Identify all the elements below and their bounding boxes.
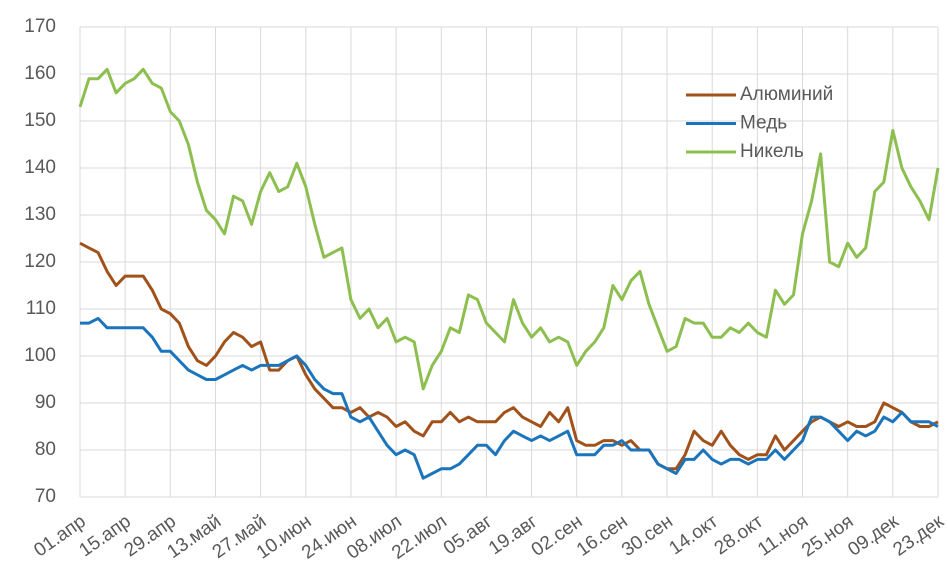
legend-label: Никель: [740, 141, 804, 162]
y-tick-label: 70: [35, 486, 56, 507]
x-tick-label: 16.сен: [573, 511, 632, 561]
y-tick-label: 160: [24, 63, 56, 84]
x-tick-label: 09.дек: [844, 511, 903, 561]
y-tick-label: 80: [35, 439, 56, 460]
y-tick-label: 140: [24, 157, 56, 178]
x-tick-label: 02.сен: [528, 511, 587, 561]
series-line: [78, 67, 940, 391]
x-tick-label: 30.сен: [618, 511, 677, 561]
y-tick-label: 100: [24, 345, 56, 366]
y-tick-label: 150: [24, 110, 56, 131]
y-tick-label: 130: [24, 204, 56, 225]
y-tick-label: 110: [26, 298, 56, 319]
series-line: [80, 316, 939, 480]
legend-label: Медь: [740, 113, 787, 134]
y-tick-label: 90: [35, 392, 56, 413]
x-tick-label: 23.дек: [890, 511, 948, 561]
series-line: [79, 241, 939, 471]
x-tick-label: 28.окт: [711, 511, 768, 559]
x-tick-label: 01.апр: [30, 511, 89, 561]
y-tick-label: 170: [24, 16, 56, 37]
x-tick-label: 15.апр: [75, 511, 134, 561]
x-tick-label: 14.окт: [665, 511, 722, 559]
x-tick-label: 05.авг: [440, 511, 496, 559]
x-tick-label: 25.ноя: [798, 511, 857, 561]
y-tick-label: 120: [24, 251, 56, 272]
legend-label: Алюминий: [740, 84, 833, 105]
